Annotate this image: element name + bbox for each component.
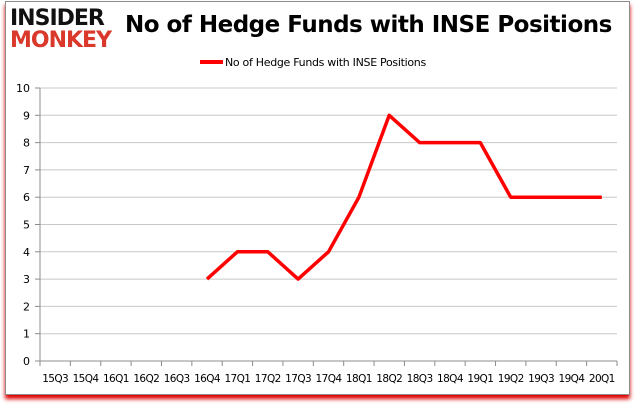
x-tick-label: 18Q3 (407, 373, 433, 385)
y-tick-label: 1 (23, 328, 30, 341)
insider-monkey-logo: INSIDER MONKEY (10, 6, 112, 53)
y-tick-label: 3 (23, 273, 30, 286)
logo-line1: INSIDER (10, 6, 105, 31)
x-tick-label: 19Q3 (528, 373, 554, 385)
x-tick-label: 17Q1 (224, 373, 250, 385)
y-tick-label: 0 (23, 355, 30, 368)
x-tick-label: 15Q3 (42, 373, 68, 385)
x-tick-label: 16Q1 (103, 373, 129, 385)
y-tick-label: 7 (23, 164, 30, 177)
x-tick-label: 15Q4 (73, 373, 100, 385)
y-tick-label: 9 (23, 109, 30, 122)
x-tick-label: 19Q4 (558, 373, 585, 385)
x-tick-label: 18Q4 (437, 373, 464, 385)
y-tick-label: 5 (23, 219, 30, 232)
x-tick-label: 16Q3 (164, 373, 190, 385)
chart-title: No of Hedge Funds with INSE Positions (125, 12, 612, 38)
legend-label: No of Hedge Funds with INSE Positions (225, 56, 426, 69)
y-tick-label: 4 (23, 246, 30, 259)
y-tick-label: 6 (23, 191, 30, 204)
x-tick-label: 20Q1 (589, 373, 615, 385)
x-tick-label: 18Q2 (376, 373, 402, 385)
logo-line2: MONKEY (10, 28, 112, 53)
x-tick-label: 16Q2 (133, 373, 159, 385)
y-tick-label: 8 (23, 137, 30, 150)
series-line (205, 113, 602, 281)
x-tick-label: 19Q2 (498, 373, 524, 385)
x-tick-label: 16Q4 (194, 373, 221, 385)
y-tick-label: 2 (23, 300, 30, 313)
x-tick-label: 17Q2 (255, 373, 281, 385)
x-tick-label: 17Q4 (316, 373, 343, 385)
x-tick-label: 17Q3 (285, 373, 311, 385)
y-tick-label: 10 (16, 82, 30, 95)
x-tick-label: 18Q1 (346, 373, 372, 385)
x-tick-label: 19Q1 (467, 373, 493, 385)
